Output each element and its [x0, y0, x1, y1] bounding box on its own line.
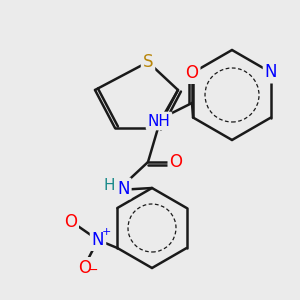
Text: O: O [64, 213, 77, 231]
Text: N: N [265, 64, 277, 82]
Text: +: + [102, 226, 111, 237]
Text: −: − [88, 264, 99, 277]
Text: S: S [143, 53, 153, 71]
Text: NH: NH [148, 113, 170, 128]
Text: N: N [117, 179, 130, 197]
Text: O: O [169, 153, 182, 171]
Text: O: O [79, 259, 92, 277]
Text: H: H [104, 178, 115, 193]
Text: N: N [92, 231, 104, 249]
Text: O: O [185, 64, 199, 82]
